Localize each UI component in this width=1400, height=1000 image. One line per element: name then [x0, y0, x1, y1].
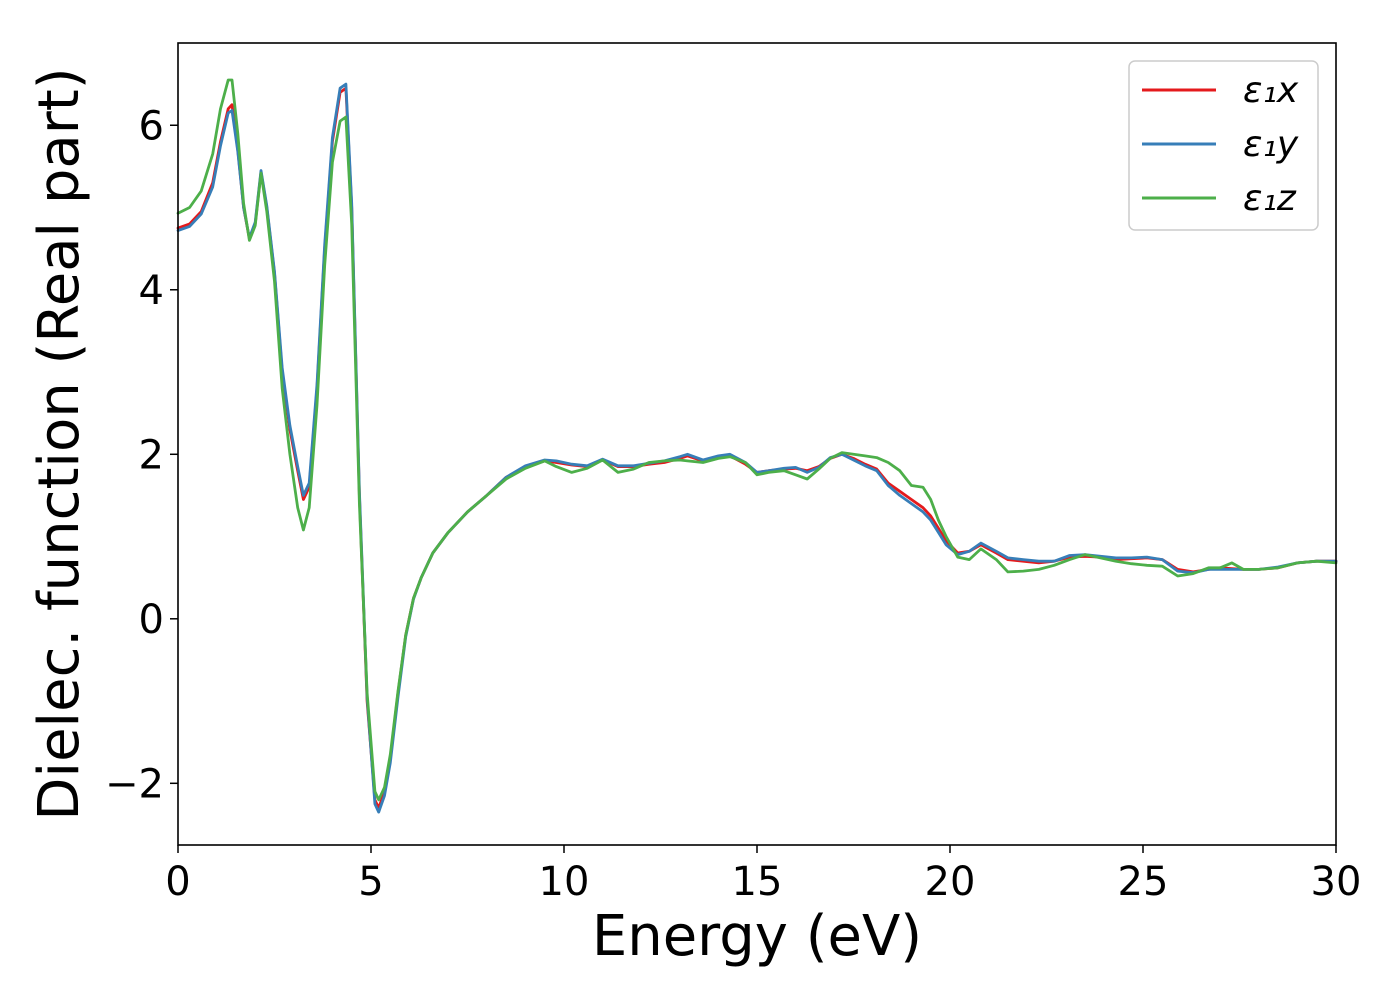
- x-tick-label: 0: [165, 859, 190, 905]
- legend-box: [1128, 60, 1319, 231]
- y-tick-label: 2: [139, 432, 164, 478]
- x-tick-label: 20: [925, 859, 976, 905]
- y-axis-label: Dielec. function (Real part): [27, 67, 92, 820]
- x-tick-label: 25: [1118, 859, 1169, 905]
- x-axis: 0 5 10 15 20 25 30: [165, 845, 1361, 905]
- x-tick-label: 10: [539, 859, 590, 905]
- x-tick-label: 15: [732, 859, 783, 905]
- y-tick-label: −2: [105, 761, 164, 807]
- x-tick-label: 30: [1311, 859, 1362, 905]
- y-tick-label: 0: [139, 597, 164, 643]
- legend: ε₁x ε₁y ε₁z: [1128, 60, 1319, 231]
- legend-label: ε₁z: [1243, 178, 1297, 219]
- legend-label: ε₁y: [1243, 124, 1299, 165]
- x-axis-label: Energy (eV): [592, 904, 922, 969]
- series-line-2: [176, 82, 1338, 814]
- series-layer: [176, 78, 1338, 814]
- y-tick-label: 4: [139, 268, 164, 314]
- x-tick-label: 5: [358, 859, 383, 905]
- y-tick-label: 6: [139, 103, 164, 149]
- series-line-3: [176, 78, 1338, 802]
- legend-label: ε₁x: [1243, 70, 1299, 111]
- y-axis: −2 0 2 4 6: [105, 103, 178, 807]
